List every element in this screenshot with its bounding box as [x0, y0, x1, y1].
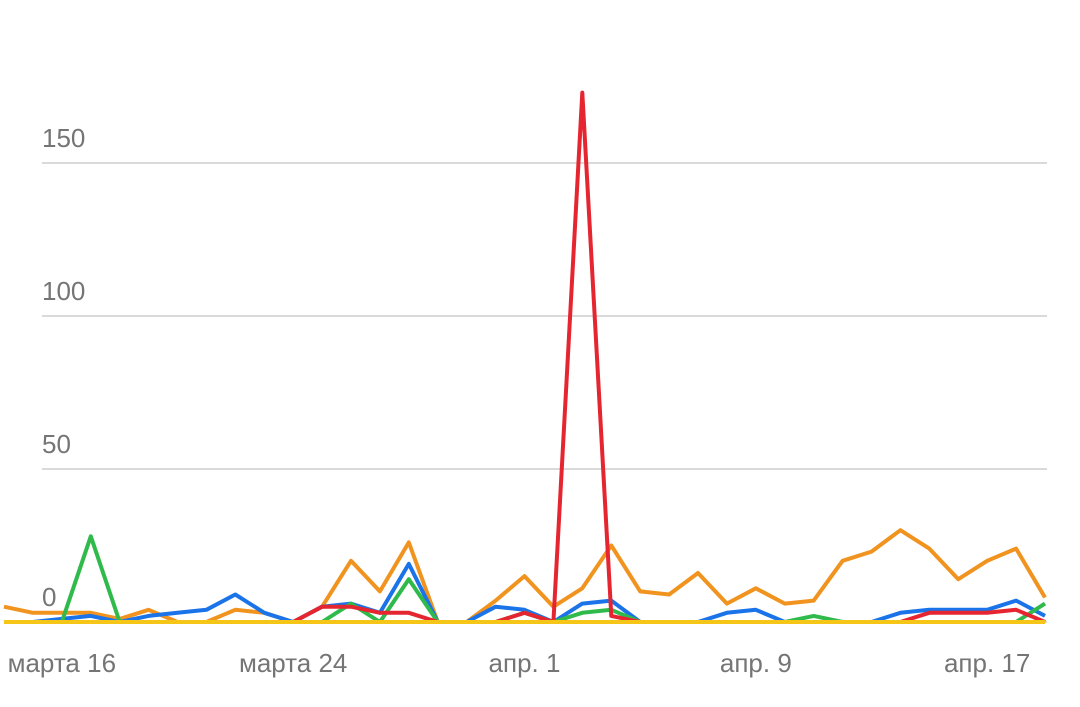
- x-tick-label: апр. 1: [489, 648, 561, 678]
- y-tick-label: 50: [42, 429, 71, 459]
- x-tick-label: апр. 17: [944, 648, 1030, 678]
- y-tick-label: 150: [42, 123, 85, 153]
- y-tick-label: 0: [42, 582, 56, 612]
- x-tick-label: апр. 9: [720, 648, 792, 678]
- series-line: [4, 90, 1046, 624]
- x-tick-label: марта 16: [8, 648, 116, 678]
- x-tick-label: марта 24: [239, 648, 347, 678]
- y-tick-label: 100: [42, 276, 85, 306]
